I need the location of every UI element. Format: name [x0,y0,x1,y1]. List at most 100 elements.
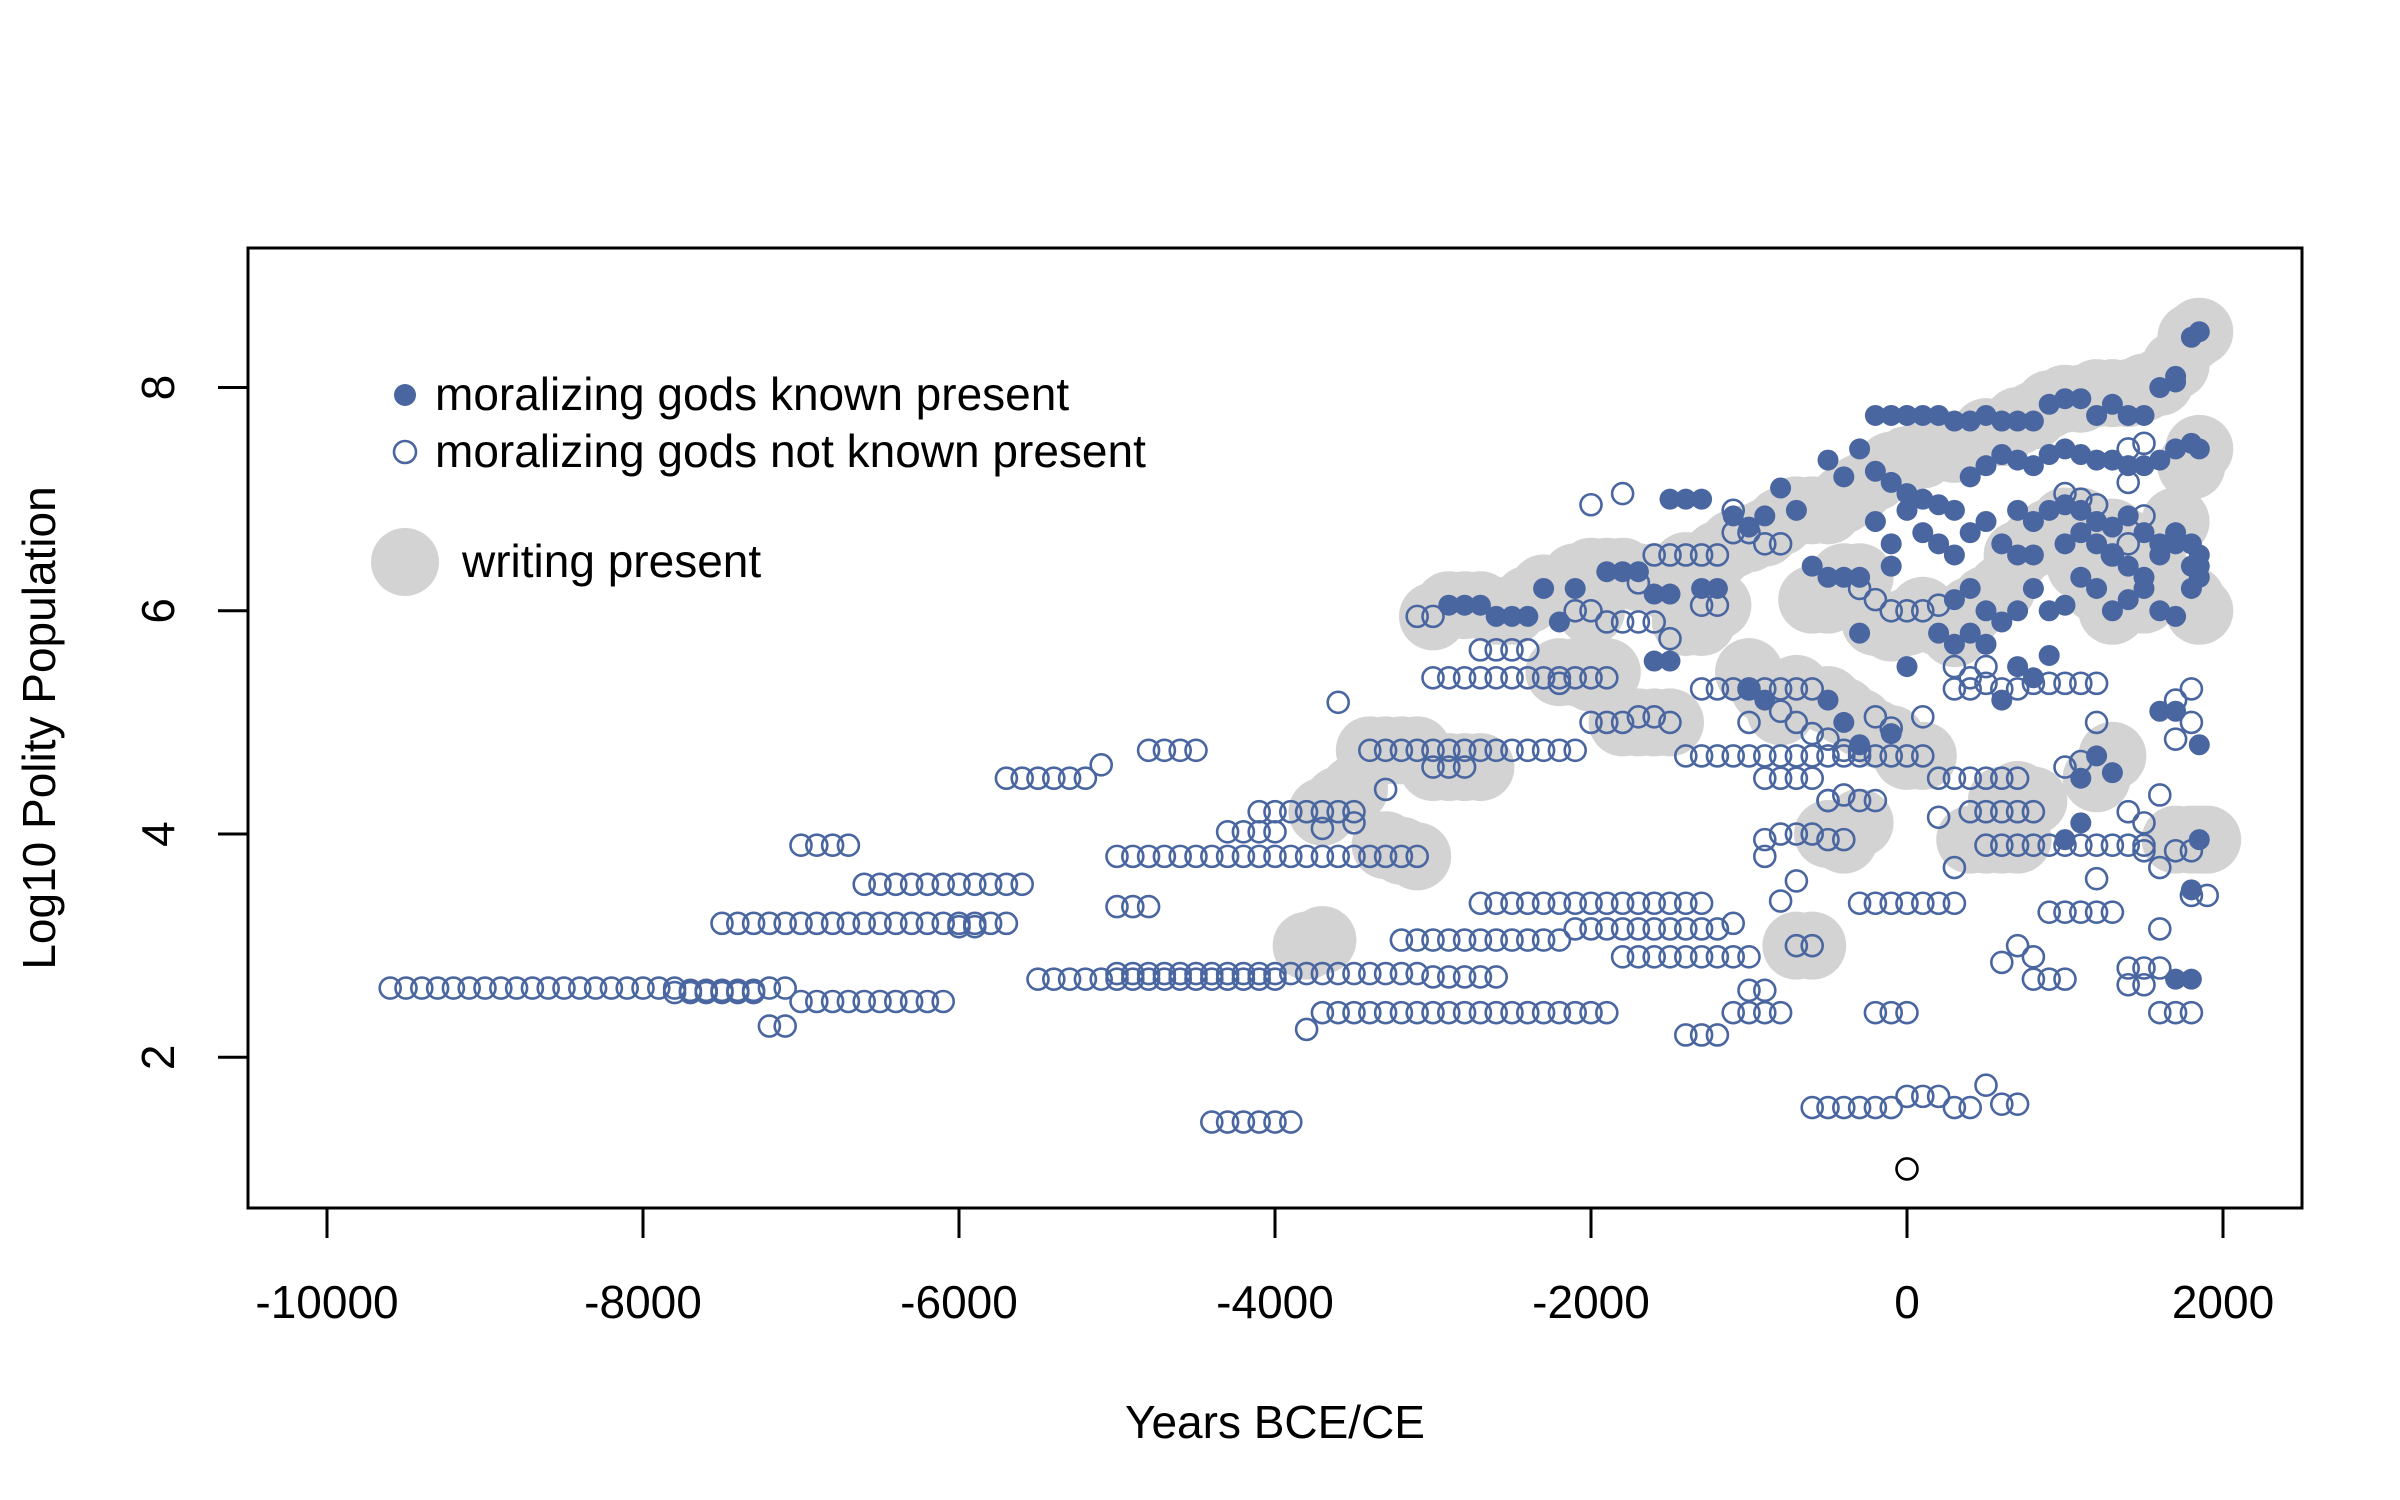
open-point [1895,891,1919,916]
open-point [1215,961,1240,986]
y-axis-title: Log10 Polity Population [13,486,65,969]
open-point [2100,543,2125,567]
open-point [1926,766,1951,791]
open-point [1863,788,1888,813]
open-point [1294,799,1319,824]
open-point [1768,744,1793,768]
open-point [1421,665,1445,690]
open-point [1405,844,1429,869]
open-point [1737,1000,1761,1025]
open-point [1579,1000,1603,1025]
open-point [1373,777,1398,802]
open-point [1563,738,1587,763]
open-point [1184,844,1208,869]
open-point [1753,827,1777,852]
open-point [1500,665,1524,690]
filled-point [2038,600,2060,622]
open-point [2053,481,2077,506]
open-point [1516,891,1540,916]
open-point [1816,727,1840,751]
open-point [1342,961,1366,986]
filled-point [2070,522,2092,544]
open-point [1595,610,1619,634]
open-point [1279,799,1303,824]
open-point [1800,1095,1824,1120]
open-point [1452,755,1477,779]
filled-point [1517,605,1539,627]
open-point [994,872,1019,897]
open-point [757,976,782,1000]
open-point [2084,833,2109,858]
open-point [1768,677,1793,701]
open-point [883,911,908,936]
open-point [1895,744,1919,768]
open-point [962,872,987,897]
open-point [2195,883,2219,908]
open-point [947,914,971,939]
open-point [1547,891,1572,916]
open-point [1768,822,1793,846]
open-point [1468,638,1493,662]
filled-point [1959,410,1981,432]
open-point [1832,1095,1856,1120]
open-point [1863,891,1888,916]
open-point [1247,967,1271,991]
open-point [2005,799,2030,824]
open-point [2037,967,2061,991]
filled-point [2133,404,2155,426]
open-point [1310,816,1335,841]
open-point [1847,1095,1872,1120]
open-point [1990,1092,2014,1116]
filled-point [2188,829,2210,851]
open-point [725,980,750,1005]
open-point [1057,967,1082,991]
filled-point [2007,410,2029,432]
open-point [1484,965,1508,989]
open-point [931,872,956,897]
filled-point [1975,600,1997,622]
filled-point [2070,767,2092,789]
open-point [1674,945,1698,969]
open-point [2084,710,2109,735]
filled-point [2188,734,2210,756]
open-point [1958,766,1982,791]
data-points-layer [378,321,2219,1181]
open-point [1200,844,1224,869]
filled-point [1991,533,2013,555]
open-point [1531,665,1556,690]
open-point [2148,1000,2172,1025]
open-point [1310,1000,1335,1025]
filled-point [2133,577,2155,599]
writing-present-disc [1446,733,1515,802]
open-point [1847,891,1872,916]
open-point [1721,498,1745,523]
open-point [1310,844,1335,869]
open-point [1531,928,1556,952]
open-point [1958,677,1982,701]
open-point [1500,738,1524,763]
legend-label-moralizing-gods-not-known-present: moralizing gods not known present [435,425,1146,477]
open-point [2132,972,2156,997]
open-point [1373,738,1398,763]
filled-point [2038,644,2060,666]
open-point [1642,610,1666,634]
open-point [1437,965,1461,989]
open-point [1832,827,1856,852]
x-axis: -10000 -8000 -6000 -4000 -2000 0 2000 [255,1206,2274,1328]
open-point [394,976,418,1000]
open-point [1152,738,1177,763]
open-point [1753,677,1777,701]
open-point [520,976,545,1000]
open-point [1484,665,1508,690]
open-point [1737,945,1761,969]
open-point [1294,961,1319,986]
open-point [1753,744,1777,768]
filled-point [2038,499,2060,521]
open-point [1547,1000,1572,1025]
open-point [1579,492,1603,517]
open-point [1674,543,1698,567]
filled-point [2117,404,2139,426]
filled-point [1880,404,1902,426]
open-point [1705,945,1730,969]
open-point [1547,738,1572,763]
